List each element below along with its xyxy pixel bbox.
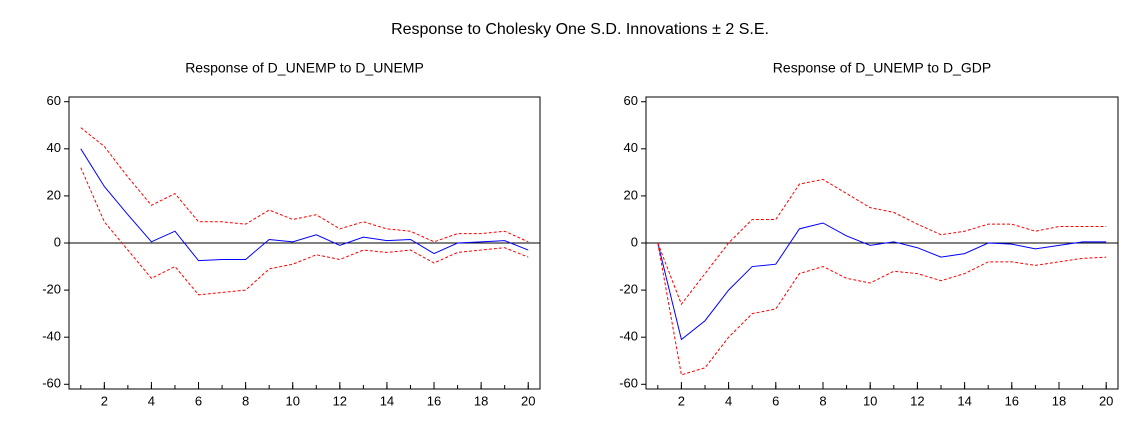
- panel-title: Response of D_UNEMP to D_GDP: [773, 60, 991, 76]
- y-tick-label: 20: [624, 187, 638, 202]
- x-tick-label: 4: [148, 393, 155, 408]
- x-tick-label: 6: [195, 393, 202, 408]
- x-tick-label: 14: [380, 393, 394, 408]
- y-tick-label: 60: [47, 93, 61, 108]
- y-tick-label: -20: [42, 282, 61, 297]
- x-tick-label: 16: [427, 393, 441, 408]
- x-tick-label: 20: [521, 393, 535, 408]
- y-tick-label: -20: [619, 282, 638, 297]
- x-tick-label: 6: [772, 393, 779, 408]
- panel-title: Response of D_UNEMP to D_UNEMP: [185, 60, 424, 76]
- y-tick-label: 0: [54, 234, 61, 249]
- x-tick-label: 20: [1099, 393, 1113, 408]
- y-tick-label: 60: [624, 93, 638, 108]
- y-tick-label: -60: [619, 376, 638, 391]
- x-tick-label: 8: [819, 393, 826, 408]
- series-line: [657, 178, 1107, 306]
- x-tick-label: 12: [910, 393, 924, 408]
- series-line: [80, 127, 529, 243]
- x-tick-label: 8: [242, 393, 249, 408]
- y-tick-label: 20: [47, 187, 61, 202]
- series-line: [657, 242, 1107, 376]
- x-tick-label: 10: [285, 393, 299, 408]
- y-tick-label: -40: [619, 329, 638, 344]
- series-line: [80, 167, 529, 296]
- x-tick-label: 14: [957, 393, 971, 408]
- series-line: [80, 148, 529, 262]
- x-tick-label: 12: [333, 393, 347, 408]
- y-tick-label: 40: [624, 140, 638, 155]
- y-tick-label: 40: [47, 140, 61, 155]
- x-tick-label: 10: [863, 393, 877, 408]
- series-line: [657, 222, 1107, 341]
- x-tick-label: 4: [725, 393, 732, 408]
- y-tick-label: -40: [42, 329, 61, 344]
- x-tick-label: 2: [101, 393, 108, 408]
- y-tick-label: 0: [631, 234, 638, 249]
- x-tick-label: 18: [1052, 393, 1066, 408]
- x-tick-label: 2: [678, 393, 685, 408]
- x-tick-label: 16: [1005, 393, 1019, 408]
- y-tick-label: -60: [42, 376, 61, 391]
- figure-title: Response to Cholesky One S.D. Innovation…: [391, 21, 769, 38]
- x-tick-label: 18: [474, 393, 488, 408]
